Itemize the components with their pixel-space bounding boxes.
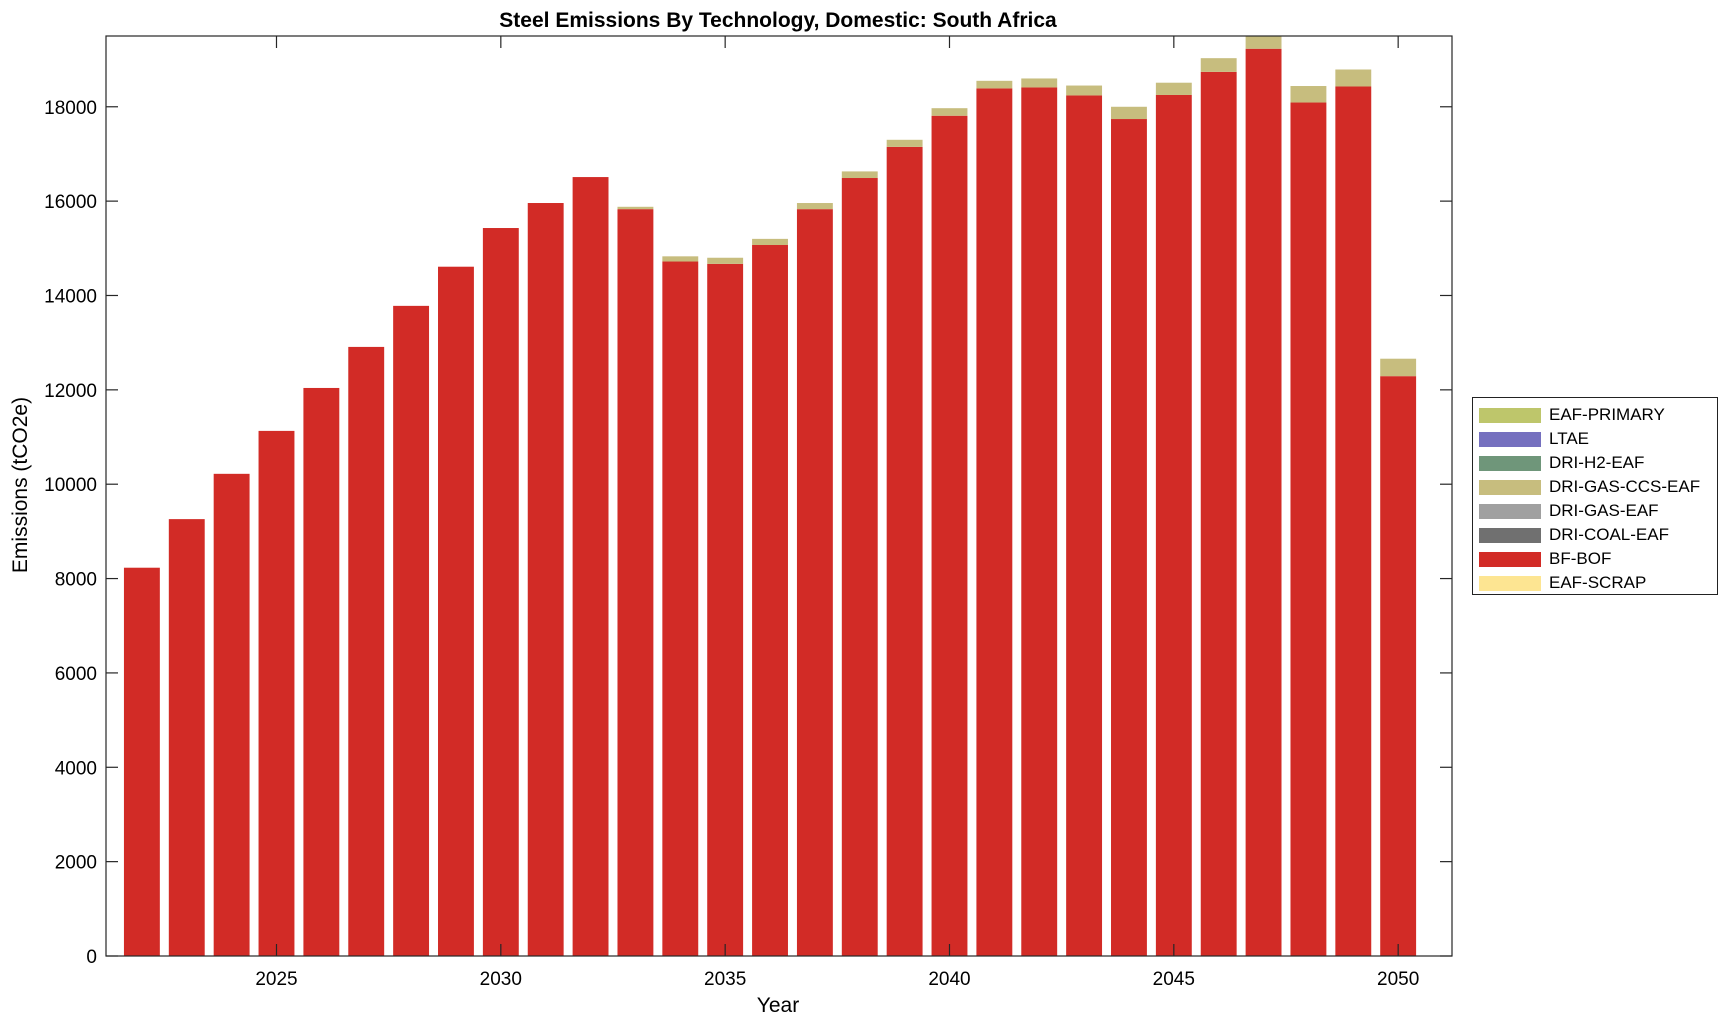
legend-label: BF-BOF [1549, 549, 1612, 568]
bar-bf-bof-2023 [168, 519, 205, 956]
bar-dri-gas-ccs-eaf-2045 [1155, 82, 1192, 95]
bar-bf-bof-2040 [931, 115, 968, 956]
legend-swatch [1479, 456, 1541, 471]
x-tick-label: 2040 [928, 969, 970, 990]
legend-label: DRI-GAS-EAF [1549, 501, 1659, 520]
bar-bf-bof-2025 [258, 430, 295, 956]
chart-title: Steel Emissions By Technology, Domestic:… [499, 9, 1057, 32]
bar-bf-bof-2047 [1245, 48, 1282, 956]
bar-bf-bof-2037 [796, 209, 833, 957]
bar-dri-gas-ccs-eaf-2046 [1200, 58, 1237, 72]
legend-item-bf-bof: BF-BOF [1473, 548, 1717, 572]
bar-bf-bof-2031 [527, 203, 564, 956]
bar-bf-bof-2048 [1290, 102, 1327, 957]
bar-dri-gas-ccs-eaf-2049 [1335, 69, 1372, 87]
bar-dri-gas-ccs-eaf-2038 [841, 171, 878, 179]
bar-dri-gas-ccs-eaf-2044 [1111, 106, 1147, 120]
legend-swatch [1479, 528, 1541, 543]
y-axis-label: Emissions (tCO2e) [9, 397, 32, 573]
bar-bf-bof-2033 [617, 209, 654, 957]
y-tick-label: 16000 [44, 192, 97, 213]
bar-bf-bof-2032 [572, 177, 609, 957]
y-tick-label: 12000 [44, 381, 97, 402]
legend-label: DRI-GAS-CCS-EAF [1549, 477, 1701, 496]
legend-swatch [1479, 408, 1541, 423]
legend-swatch [1479, 504, 1541, 519]
x-tick-label: 2045 [1153, 969, 1195, 990]
y-tick-label: 4000 [55, 758, 97, 779]
x-axis-label: Year [757, 994, 799, 1017]
legend-swatch [1479, 432, 1541, 447]
legend-swatch [1479, 480, 1541, 495]
bar-bf-bof-2034 [662, 261, 699, 956]
bar-dri-gas-ccs-eaf-2043 [1066, 85, 1103, 96]
legend-label: DRI-H2-EAF [1549, 453, 1645, 472]
legend-swatch [1479, 576, 1541, 591]
legend-item-dri-gas-eaf: DRI-GAS-EAF [1473, 500, 1717, 524]
bar-bf-bof-2049 [1335, 86, 1372, 956]
bar-dri-gas-ccs-eaf-2039 [886, 139, 923, 147]
legend-item-dri-coal-eaf: DRI-COAL-EAF [1473, 524, 1717, 548]
bar-bf-bof-2046 [1200, 71, 1237, 957]
x-tick-label: 2035 [704, 969, 746, 990]
y-tick-label: 8000 [55, 570, 97, 591]
bar-bf-bof-2035 [707, 263, 744, 956]
legend-label: DRI-COAL-EAF [1549, 525, 1669, 544]
bar-bf-bof-2030 [482, 228, 519, 956]
bar-bf-bof-2022 [123, 567, 160, 956]
legend-item-ltae: LTAE [1473, 428, 1717, 452]
bar-dri-gas-ccs-eaf-2036 [752, 238, 788, 246]
bar-bf-bof-2038 [841, 178, 878, 956]
x-tick-label: 2030 [480, 969, 522, 990]
y-tick-label: 18000 [44, 98, 97, 119]
bar-bf-bof-2024 [213, 473, 250, 956]
bar-bf-bof-2039 [886, 146, 923, 956]
y-tick-label: 10000 [44, 475, 97, 496]
bar-dri-gas-ccs-eaf-2035 [707, 257, 744, 264]
bar-bf-bof-2042 [1021, 87, 1058, 956]
bar-bf-bof-2050 [1380, 376, 1417, 957]
bar-dri-gas-ccs-eaf-2040 [931, 108, 968, 116]
bar-bf-bof-2045 [1155, 94, 1192, 956]
bar-dri-gas-ccs-eaf-2034 [662, 256, 699, 262]
x-tick-label: 2025 [255, 969, 297, 990]
bar-dri-gas-ccs-eaf-2041 [976, 80, 1013, 89]
legend-item-eaf-scrap: EAF-SCRAP [1473, 572, 1717, 596]
bar-bf-bof-2026 [303, 387, 340, 956]
legend-label: LTAE [1549, 429, 1589, 448]
legend-label: EAF-PRIMARY [1549, 405, 1665, 424]
chart-legend: EAF-PRIMARY LTAE DRI-H2-EAF DRI-GAS-CCS-EAF… [1472, 397, 1718, 595]
y-tick-label: 2000 [55, 853, 97, 874]
legend-label: EAF-SCRAP [1549, 573, 1647, 592]
legend-swatch [1479, 552, 1541, 567]
y-tick-label: 0 [86, 947, 97, 968]
bar-bf-bof-2027 [348, 346, 385, 956]
bar-bf-bof-2044 [1111, 119, 1147, 957]
legend-item-eaf-primary: EAF-PRIMARY [1473, 404, 1717, 428]
bar-dri-gas-ccs-eaf-2050 [1380, 358, 1417, 377]
bar-bf-bof-2028 [393, 305, 430, 956]
bar-bf-bof-2041 [976, 88, 1013, 956]
bar-bf-bof-2043 [1066, 95, 1103, 956]
bar-dri-gas-ccs-eaf-2033 [617, 206, 654, 210]
y-tick-label: 6000 [55, 664, 97, 685]
y-tick-label: 14000 [44, 286, 97, 307]
bar-bf-bof-2036 [752, 245, 788, 956]
plot-area: 0 2000 4000 6000 8000 10000 12000 14000 16000 180… [44, 35, 1453, 990]
bar-bf-bof-2029 [438, 266, 474, 956]
bar-dri-gas-ccs-eaf-2042 [1021, 78, 1058, 88]
plot-frame [105, 35, 1453, 957]
bar-dri-gas-ccs-eaf-2048 [1290, 86, 1327, 103]
bar-dri-gas-ccs-eaf-2037 [796, 203, 833, 210]
x-tick-label: 2050 [1377, 969, 1419, 990]
legend-item-dri-gas-ccs-eaf: DRI-GAS-CCS-EAF [1473, 476, 1717, 500]
bar-dri-gas-ccs-eaf-2047 [1245, 36, 1282, 49]
legend-item-dri-h2-eaf: DRI-H2-EAF [1473, 452, 1717, 476]
